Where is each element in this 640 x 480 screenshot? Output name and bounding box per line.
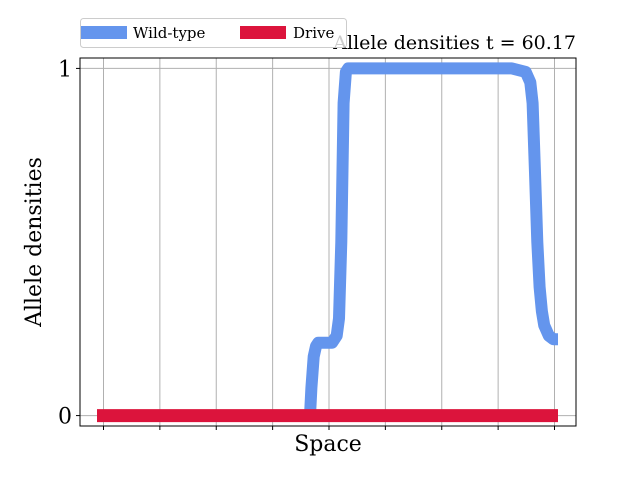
chart-title: Allele densities t = 60.17 [332, 32, 576, 54]
grid [80, 58, 576, 426]
x-ticks [103, 426, 555, 430]
legend-box [80, 18, 347, 48]
y-tick-label: 1 [58, 57, 72, 82]
legend-swatch-wild-type [81, 26, 127, 39]
plot-frame [79, 57, 577, 427]
legend-label-drive: Drive [293, 24, 334, 42]
y-ticks: 01 [58, 57, 80, 430]
y-tick-label: 0 [58, 405, 72, 430]
x-axis-label: Space [294, 432, 362, 457]
series-line-wild-type [304, 62, 560, 416]
legend-swatch-drive [240, 26, 286, 39]
y-axis-label: Allele densities [22, 157, 47, 328]
legend: Wild-type Drive [80, 18, 347, 48]
series-layer [97, 62, 560, 423]
legend-label-wild-type: Wild-type [133, 24, 206, 42]
